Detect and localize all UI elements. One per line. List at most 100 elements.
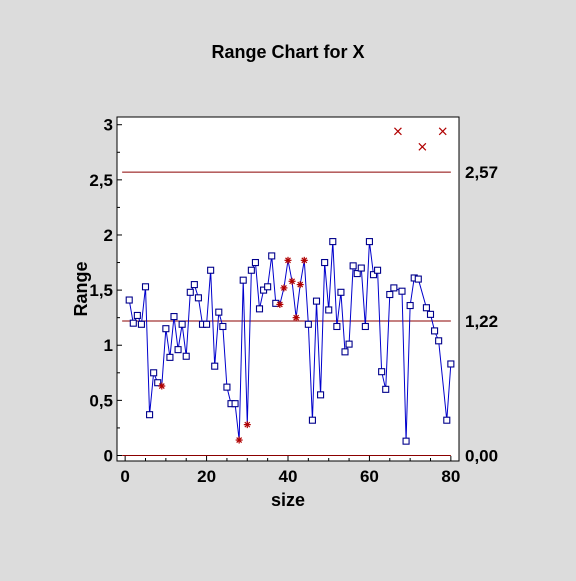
data-point (325, 306, 333, 314)
data-point (133, 311, 141, 320)
data-point (146, 411, 154, 419)
data-point (170, 313, 178, 321)
data-point (447, 360, 455, 368)
data-point (178, 320, 186, 328)
asterisk-stroke (289, 278, 295, 285)
data-point (174, 346, 182, 354)
y-tick-label: 0,5 (89, 391, 113, 410)
asterisk-stroke (297, 281, 304, 288)
data-point (390, 284, 398, 292)
y-tick-label: 2,5 (89, 171, 113, 190)
highlighted-point (158, 382, 166, 390)
data-point (166, 353, 174, 361)
data-point (353, 270, 361, 278)
data-point (190, 281, 198, 289)
excluded-point (438, 127, 447, 136)
data-point (272, 299, 280, 307)
y-tick-label: 3 (104, 116, 113, 135)
data-point (386, 290, 394, 299)
highlighted-point (284, 256, 292, 264)
data-point (333, 322, 341, 331)
x-axis: 0 20 40 60 80 (120, 456, 460, 486)
excluded-point (394, 127, 402, 136)
control-limit-label: 1,22 (465, 312, 498, 331)
data-point (341, 348, 349, 356)
data-point (406, 301, 414, 310)
y-tick-label: 1 (104, 336, 113, 355)
control-limit-label: 0,00 (465, 446, 498, 465)
asterisk-stroke (236, 437, 243, 443)
y-tick-label: 2 (104, 226, 113, 245)
highlighted-point (276, 300, 284, 308)
chart-title: Range Chart for X (211, 42, 364, 62)
data-point (268, 252, 276, 260)
data-point (402, 437, 410, 445)
data-point (182, 352, 190, 360)
data-point (215, 308, 223, 316)
x-tick-label: 40 (279, 467, 298, 486)
data-point (150, 369, 158, 377)
data-point (304, 320, 312, 328)
x-marker-stroke (418, 142, 427, 151)
data-point (369, 271, 378, 279)
control-limit-lines: 2,57 1,22 0,00 (122, 163, 498, 465)
control-limit-label: 2,57 (465, 163, 498, 182)
data-point (141, 283, 150, 291)
data-point (219, 322, 227, 331)
data-point (349, 262, 357, 270)
x-marker-stroke (438, 127, 447, 136)
data-point (382, 385, 390, 393)
data-point (137, 320, 145, 328)
series-layer (125, 127, 455, 445)
highlighted-point (292, 314, 300, 322)
asterisk-stroke (276, 301, 283, 308)
highlighted-point (296, 281, 304, 289)
x-tick-label: 20 (197, 467, 216, 486)
data-point (154, 379, 162, 387)
data-point (308, 416, 316, 424)
x-marker-stroke (394, 127, 402, 136)
data-point (251, 258, 259, 267)
asterisk-stroke (293, 314, 300, 321)
data-point (223, 383, 231, 391)
data-point (312, 297, 321, 305)
highlighted-point (300, 256, 308, 264)
data-point (207, 266, 215, 274)
data-point (426, 310, 435, 318)
data-point (365, 238, 373, 246)
x-tick-label: 0 (120, 467, 129, 486)
highlighted-point (280, 284, 288, 292)
data-point (125, 296, 133, 304)
data-point (435, 337, 443, 345)
data-point (264, 283, 272, 291)
data-point (414, 275, 422, 283)
data-point (186, 288, 194, 296)
data-point (422, 304, 430, 312)
excluded-point (418, 142, 427, 151)
x-tick-label: 80 (441, 467, 460, 486)
data-point (211, 362, 219, 370)
highlighted-point (288, 277, 296, 285)
data-point (443, 416, 451, 424)
data-point (398, 287, 406, 295)
highlighted-point (235, 436, 243, 444)
data-point (357, 264, 365, 272)
y-tick-label: 0 (104, 446, 113, 465)
data-point (129, 319, 137, 327)
data-point (231, 400, 239, 408)
asterisk-stroke (158, 383, 165, 389)
data-point (203, 320, 211, 328)
data-point (321, 258, 329, 267)
y-tick-label: 1,5 (89, 281, 113, 300)
asterisk-stroke (301, 257, 308, 264)
x-axis-label: size (271, 490, 305, 510)
highlighted-point (243, 421, 251, 429)
data-point (361, 322, 369, 331)
data-point (378, 368, 386, 376)
data-point (239, 276, 247, 284)
data-point (345, 340, 353, 348)
data-point (317, 391, 325, 399)
data-point (162, 325, 170, 333)
data-point (337, 288, 345, 296)
